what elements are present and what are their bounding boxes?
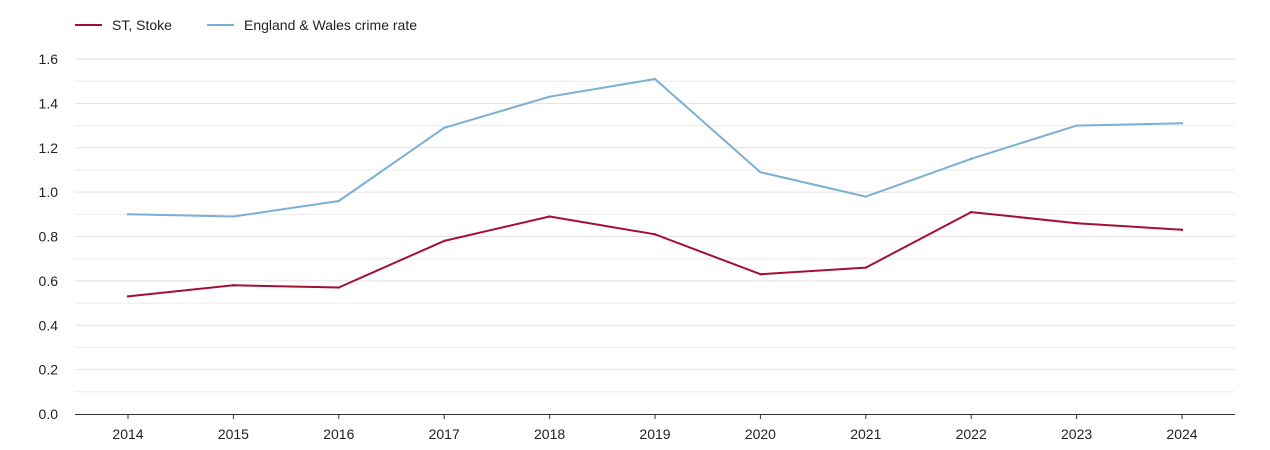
- data-point: [653, 233, 657, 236]
- data-point: [653, 77, 657, 81]
- data-point: [232, 284, 235, 287]
- legend-label: ST, Stoke: [112, 17, 172, 33]
- x-tick-label: 2022: [956, 426, 987, 442]
- data-point: [337, 199, 340, 203]
- data-point: [1180, 228, 1184, 232]
- legend-item[interactable]: ST, Stoke: [75, 17, 172, 33]
- data-point: [970, 210, 973, 214]
- legend-item[interactable]: England & Wales crime rate: [207, 17, 417, 33]
- data-point: [443, 239, 446, 243]
- legend: ST, Stoke England & Wales crime rate: [75, 17, 417, 33]
- y-tick-label: 0.6: [39, 273, 59, 289]
- x-tick-label: 2020: [745, 426, 776, 442]
- data-point: [864, 266, 867, 269]
- data-point: [126, 213, 130, 216]
- x-tick-label: 2017: [429, 426, 460, 442]
- data-point: [864, 195, 867, 198]
- data-point: [548, 215, 551, 218]
- data-point: [1075, 221, 1078, 225]
- data-point: [970, 157, 973, 161]
- data-point: [759, 170, 762, 174]
- y-tick-label: 1.4: [39, 95, 59, 111]
- x-tick-label: 2024: [1166, 426, 1197, 442]
- gridlines: [75, 58, 1235, 393]
- series-group: [126, 77, 1184, 298]
- data-point: [759, 273, 762, 276]
- legend-label: England & Wales crime rate: [244, 17, 417, 33]
- data-point: [337, 286, 340, 289]
- y-tick-label: 0.2: [39, 362, 59, 378]
- y-tick-label: 1.0: [39, 184, 59, 200]
- x-tick-label: 2019: [639, 426, 670, 442]
- data-point: [232, 215, 235, 218]
- data-point: [1180, 122, 1184, 125]
- data-point: [548, 95, 551, 98]
- series-line-0: [127, 211, 1183, 298]
- y-tick-label: 0.8: [39, 229, 59, 245]
- x-tick-label: 2016: [323, 426, 354, 442]
- x-tick-label: 2021: [850, 426, 881, 442]
- y-tick-label: 0.4: [39, 317, 59, 333]
- data-point: [1075, 124, 1078, 127]
- x-axis: 2014 2015 2016 2017 2018 2019 2020 2021 2022 2023…: [75, 414, 1235, 442]
- data-point: [126, 295, 130, 298]
- y-tick-label: 1.2: [39, 140, 59, 156]
- y-tick-label: 1.6: [39, 51, 59, 67]
- x-tick-label: 2018: [534, 426, 565, 442]
- y-tick-label: 0.0: [39, 406, 59, 422]
- x-tick-label: 2015: [218, 426, 249, 442]
- x-tick-label: 2023: [1061, 426, 1092, 442]
- y-axis: 0.0 0.2 0.4 0.6 0.8 1.0 1.2 1.4 1.6: [39, 51, 59, 422]
- data-point: [443, 126, 446, 129]
- x-tick-label: 2014: [112, 426, 143, 442]
